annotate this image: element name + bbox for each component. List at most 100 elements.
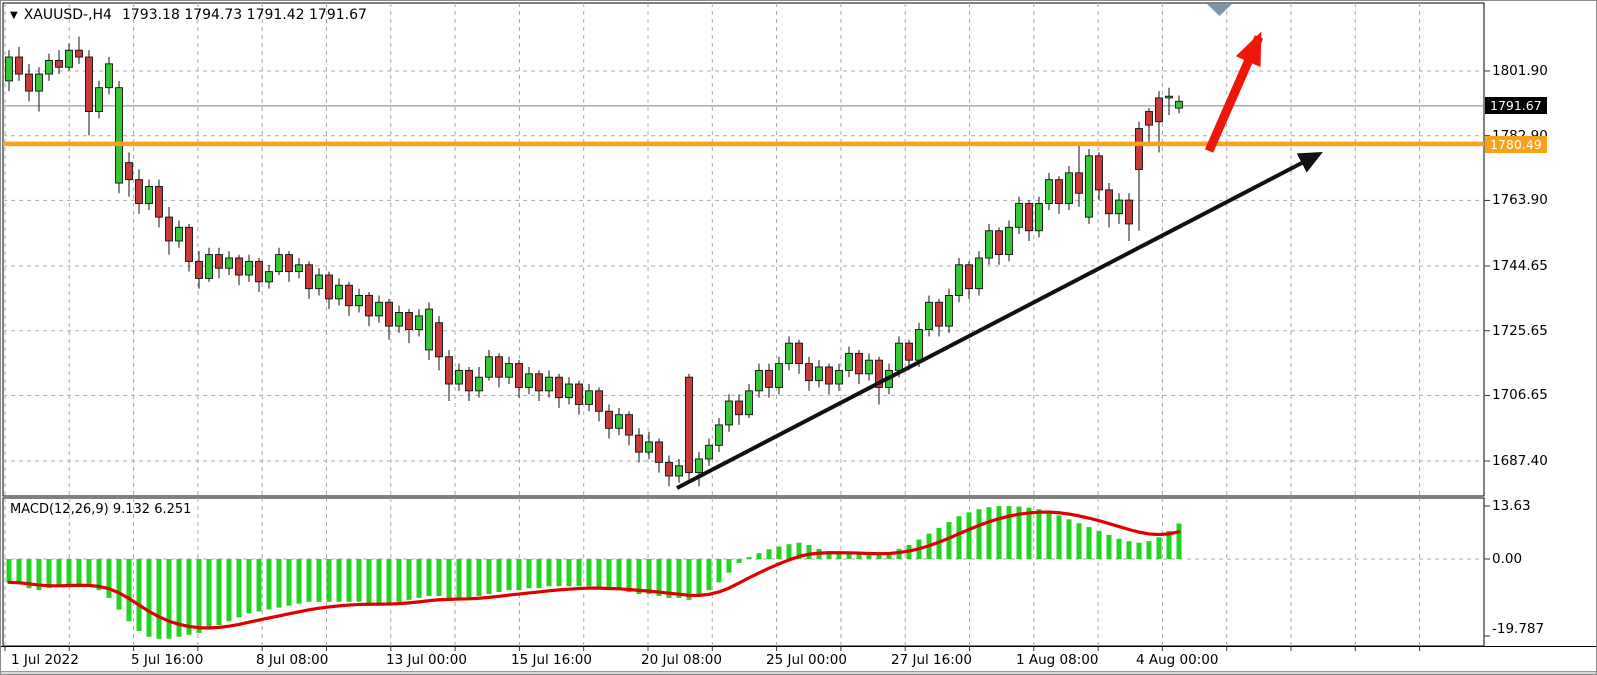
trend-arrow[interactable] — [676, 152, 1323, 490]
candle-down — [325, 274, 333, 300]
candle-down — [1105, 189, 1113, 215]
time-tick-label: 27 Jul 16:00 — [891, 652, 972, 668]
candle-up — [1065, 172, 1073, 204]
candle-up — [545, 376, 553, 392]
candle-up — [485, 356, 493, 378]
candle-up — [675, 465, 683, 477]
candle-up — [395, 312, 403, 327]
candle-up — [745, 390, 753, 416]
candle-up — [715, 424, 723, 446]
candle-down — [665, 461, 673, 477]
candle-down — [855, 352, 863, 375]
candle-up — [175, 226, 183, 242]
main-panel-frame — [2, 2, 1485, 497]
candle-up — [295, 264, 303, 273]
candle-down — [635, 434, 643, 453]
candle-down — [235, 257, 243, 276]
candle-down — [495, 356, 503, 378]
candle-up — [785, 342, 793, 365]
candle-up — [705, 444, 713, 460]
macd-tick-label: 0.00 — [1492, 551, 1523, 567]
candle-up — [245, 260, 253, 276]
candle-down — [905, 342, 913, 361]
candle-down — [1095, 155, 1103, 191]
candle-up — [1115, 199, 1123, 215]
candle-up — [695, 458, 703, 474]
candle-up — [565, 383, 573, 399]
candle-up — [725, 400, 733, 426]
candle-down — [85, 56, 93, 112]
candle-up — [45, 59, 53, 75]
candle-up — [475, 376, 483, 392]
down-triangle-marker[interactable] — [1207, 4, 1232, 16]
title-ohlc-values: 1793.18 1794.73 1791.42 1791.67 — [121, 7, 367, 23]
price-tick-label: 1706.65 — [1492, 387, 1548, 404]
candle-up — [615, 414, 623, 429]
macd-indicator-label: MACD(12,26,9) 9.132 6.251 — [10, 502, 192, 517]
candle-down — [165, 216, 173, 242]
candle-down — [445, 356, 453, 385]
candle-up — [895, 342, 903, 371]
candle-down — [965, 264, 973, 290]
candle-down — [125, 162, 133, 181]
candle-down — [185, 226, 193, 262]
symbol-dropdown-icon[interactable]: ▼ — [10, 10, 18, 21]
time-tick-label: 4 Aug 00:00 — [1136, 652, 1219, 668]
candle-up — [415, 315, 423, 330]
current-price-badge: 1791.67 — [1485, 97, 1547, 114]
candle-down — [15, 56, 23, 75]
candle-down — [935, 301, 943, 327]
time-tick-label: 15 Jul 16:00 — [511, 652, 592, 668]
candle-down — [305, 264, 313, 290]
candle-down — [875, 359, 883, 388]
candle-up — [275, 254, 283, 273]
candle-up — [1085, 155, 1093, 218]
candle-up — [1045, 179, 1053, 204]
candle-up — [975, 257, 983, 290]
candle-up — [845, 352, 853, 371]
candle-up — [865, 359, 873, 375]
candle-up — [525, 373, 533, 388]
candle-down — [55, 59, 63, 68]
candle-down — [1155, 97, 1163, 123]
candle-up — [1175, 100, 1183, 109]
candle-up — [1005, 226, 1013, 256]
candle-down — [1125, 199, 1133, 225]
breakout-arrow[interactable] — [1204, 31, 1264, 153]
macd-tick-label: -19.787 — [1492, 621, 1545, 637]
candle-down — [685, 376, 693, 474]
candle-up — [1035, 203, 1043, 232]
candle-up — [645, 441, 653, 453]
price-tick-label: 1744.65 — [1492, 257, 1548, 274]
time-tick-label: 1 Aug 08:00 — [1016, 652, 1099, 668]
candle-down — [575, 383, 583, 405]
price-tick-label: 1687.40 — [1492, 452, 1548, 469]
candle-down — [1055, 179, 1063, 204]
candle-up — [355, 295, 363, 307]
candle-down — [1145, 111, 1153, 126]
candle-up — [5, 56, 13, 82]
symbol-timeframe-label: XAUUSD-,H4 — [23, 7, 112, 23]
candle-up — [835, 369, 843, 385]
price-tick-label: 1763.90 — [1492, 192, 1548, 209]
candle-down — [605, 410, 613, 429]
candle-up — [425, 308, 433, 351]
candle-down — [1025, 203, 1033, 232]
main-chart-layer[interactable] — [1, 3, 1484, 496]
macd-signal-line — [7, 510, 1181, 630]
macd-layer[interactable] — [3, 498, 1484, 646]
time-tick-label: 20 Jul 08:00 — [641, 652, 722, 668]
candle-up — [955, 264, 963, 296]
candle-down — [595, 390, 603, 412]
hline-price-badge[interactable]: 1780.49 — [1485, 136, 1547, 153]
candle-up — [115, 87, 123, 184]
candle-down — [555, 376, 563, 399]
candle-down — [385, 301, 393, 327]
candle-up — [775, 363, 783, 388]
candle-up — [315, 274, 323, 290]
candle-down — [795, 342, 803, 365]
candle-down — [825, 366, 833, 385]
time-tick-label: 8 Jul 08:00 — [256, 652, 329, 668]
candle-down — [365, 295, 373, 317]
